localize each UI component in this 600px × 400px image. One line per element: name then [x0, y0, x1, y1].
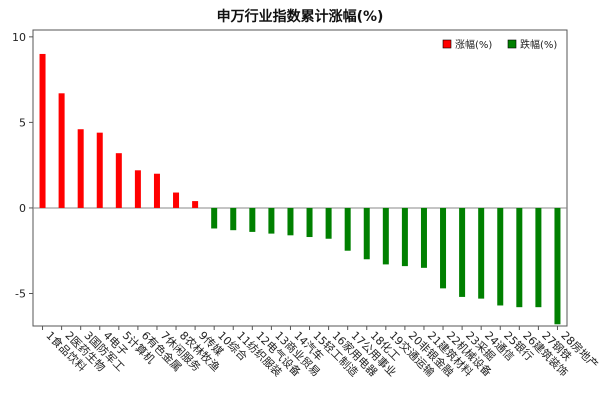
bar: [39, 53, 46, 208]
bars: [39, 53, 561, 325]
y-tick-label: 10: [12, 31, 26, 44]
bar: [554, 207, 561, 325]
bar: [287, 207, 294, 236]
legend-swatch-rise: [442, 39, 452, 49]
bar: [192, 201, 199, 208]
bar: [96, 132, 103, 208]
bar: [134, 170, 141, 208]
bar: [249, 207, 256, 232]
bar: [401, 207, 408, 267]
bar: [58, 93, 65, 208]
bar: [363, 207, 370, 260]
bar: [459, 207, 466, 297]
bar: [478, 207, 485, 299]
bar: [497, 207, 504, 306]
legend-swatch-fall: [507, 39, 517, 49]
bar: [440, 207, 447, 289]
bar: [173, 192, 180, 208]
bar: [382, 207, 389, 265]
bar: [115, 153, 122, 208]
bar: [306, 207, 313, 238]
bar: [516, 207, 523, 308]
y-tick-label: 0: [19, 202, 26, 215]
plot-frame: [32, 29, 568, 327]
bar: [344, 207, 351, 251]
bar: [77, 129, 84, 208]
y-tick-label: 5: [19, 116, 26, 129]
chart-title: 申万行业指数累计涨幅(%): [217, 8, 384, 25]
bar: [420, 207, 427, 268]
bar: [153, 173, 160, 208]
y-tick-label: -5: [15, 287, 26, 300]
bar: [535, 207, 542, 308]
bar: [211, 207, 218, 229]
x-tick-labels: 1食品饮料2医药生物3国防军工4电子5计算机6有色金属7休闲服务8农林牧渔9传媒…: [42, 326, 600, 379]
legend: 涨幅(%) 跌幅(%): [442, 38, 557, 51]
bar: [268, 207, 275, 234]
bar: [325, 207, 332, 239]
legend-label-rise: 涨幅(%): [455, 38, 492, 51]
legend-label-fall: 跌幅(%): [520, 38, 557, 51]
axes: -5 0 5 10: [12, 29, 568, 327]
bar: [230, 207, 237, 231]
